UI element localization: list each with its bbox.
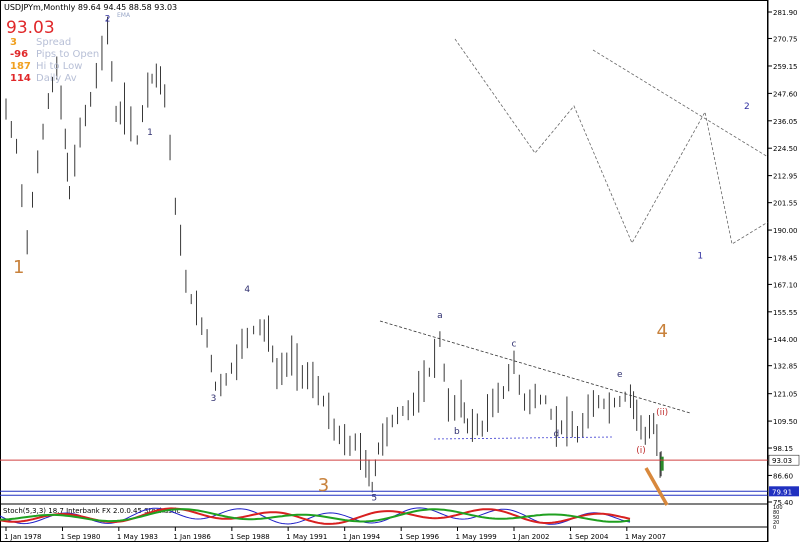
indicator-tick-label: 50	[773, 515, 779, 521]
x-tick-label: 1 Sep 1980	[61, 533, 101, 541]
wave-label: 3	[318, 475, 329, 496]
x-tick-label: 1 Jan 1986	[173, 533, 211, 541]
y-tick-label: 86.60	[773, 472, 793, 480]
x-tick-label: 1 Jan 2002	[512, 533, 550, 541]
current-price-tag-label: 93.03	[772, 457, 792, 465]
info-row: 114 Daily Av	[10, 73, 77, 84]
ema-label: EMA	[117, 12, 131, 19]
ohlc-label: 89.64 94.45 88.58 93.03	[77, 3, 178, 12]
trendlines	[0, 38, 769, 506]
support-price-tag	[769, 486, 799, 497]
time-axis: 1 Jan 1978 1 Sep 1980 1 May 1983 1 Jan 1986…	[4, 527, 666, 541]
last-candle	[660, 456, 664, 471]
y-tick-label: 155.55	[773, 309, 798, 317]
current-price-tag	[768, 454, 800, 466]
indicator-tick-label: 80	[773, 510, 779, 516]
info-row: 3 Spread	[10, 37, 71, 48]
info-label: Daily Av	[36, 73, 77, 84]
y-tick-label: 167.10	[773, 281, 798, 289]
wave-label: 2	[744, 102, 750, 112]
x-tick-label: 1 Sep 2004	[569, 533, 609, 541]
indicator-tick-label: 0	[773, 525, 776, 531]
info-value: -96	[10, 49, 29, 60]
symbol-label: USDJPYm,Monthly	[4, 3, 76, 12]
wave-label: d	[553, 430, 559, 440]
wave-label: e	[617, 370, 623, 380]
projection-channel	[592, 49, 769, 158]
info-label: Spread	[36, 37, 72, 48]
indicator-tick-label: 100	[773, 505, 783, 511]
x-tick-label: 1 Sep 1988	[230, 533, 270, 541]
support-price-tag-label: 79.91	[772, 488, 792, 496]
wave-label: b	[454, 427, 460, 437]
down-arrow	[644, 467, 669, 506]
stoch-line-green	[0, 508, 631, 523]
info-value: 114	[10, 73, 31, 84]
wave-label: 4	[244, 285, 250, 295]
y-tick-label: 144.00	[773, 336, 798, 344]
wave-label: 5	[371, 494, 377, 504]
upper-trendline	[379, 320, 691, 414]
current-price-big: 93.03	[6, 18, 55, 38]
y-tick-label: 224.50	[773, 145, 798, 153]
y-tick-label: 259.15	[773, 63, 798, 71]
wave-label: a	[437, 311, 443, 321]
indicator-title: Stoch(5,3,3) 18.7 Interbank FX 2.0.0.45 …	[3, 507, 181, 515]
info-value: 187	[10, 61, 31, 72]
wave-label: 4	[656, 321, 667, 342]
projection-path	[454, 38, 769, 245]
x-tick-label: 1 May 2007	[625, 533, 666, 541]
y-tick-label: 75.40	[773, 499, 793, 507]
wave-label: 1	[13, 257, 24, 278]
wave-label: (i)	[636, 446, 646, 456]
wave-labels: 1 2 1 4 3 3 5 a b c d e 4 (i) (ii) 1 2	[13, 14, 750, 503]
info-row: 187 Hi to Low	[10, 61, 82, 72]
y-tick-label: 212.95	[773, 173, 798, 181]
axis-background	[768, 0, 800, 542]
price-axis: 281.90 270.75 259.15 247.60 236.05 224.50 212.…	[767, 0, 800, 542]
x-tick-label: 1 May 1999	[455, 533, 496, 541]
x-tick-label: 1 May 1991	[286, 533, 327, 541]
chart-title: USDJPYm,Monthly 89.64 94.45 88.58 93.03	[4, 3, 177, 12]
y-tick-label: 132.85	[773, 363, 798, 371]
info-label: Hi to Low	[36, 61, 83, 72]
indicator-tick-label: 20	[773, 520, 779, 526]
y-tick-label: 247.60	[773, 90, 798, 98]
y-tick-label: 236.05	[773, 118, 798, 126]
wave-label: c	[512, 339, 517, 349]
info-row: -96 Pips to Open	[10, 49, 99, 60]
lower-trendline	[433, 436, 613, 440]
y-tick-label: 270.75	[773, 35, 798, 43]
wave-label: 1	[147, 128, 153, 138]
stochastic-panel: Stoch(5,3,3) 18.7 Interbank FX 2.0.0.45 …	[0, 505, 783, 531]
y-tick-label: 98.15	[773, 445, 793, 453]
x-tick-label: 1 Jan 1978	[4, 533, 42, 541]
x-tick-label: 1 May 1983	[117, 533, 158, 541]
y-tick-label: 121.05	[773, 391, 798, 399]
y-tick-label: 201.55	[773, 200, 798, 208]
wave-label: (ii)	[656, 408, 668, 418]
y-tick-label: 281.90	[773, 9, 798, 17]
wave-label: 2	[105, 14, 111, 24]
y-tick-label: 109.50	[773, 418, 798, 426]
wave-label: 1	[697, 252, 703, 262]
y-tick-label: 190.00	[773, 227, 798, 235]
x-tick-label: 1 Sep 1996	[399, 533, 439, 541]
info-label: Pips to Open	[36, 49, 100, 60]
price-series	[5, 16, 664, 493]
y-tick-label: 178.45	[773, 254, 798, 262]
wave-label: 3	[211, 394, 217, 404]
info-value: 3	[10, 37, 17, 48]
x-tick-label: 1 Jan 1994	[343, 533, 381, 541]
